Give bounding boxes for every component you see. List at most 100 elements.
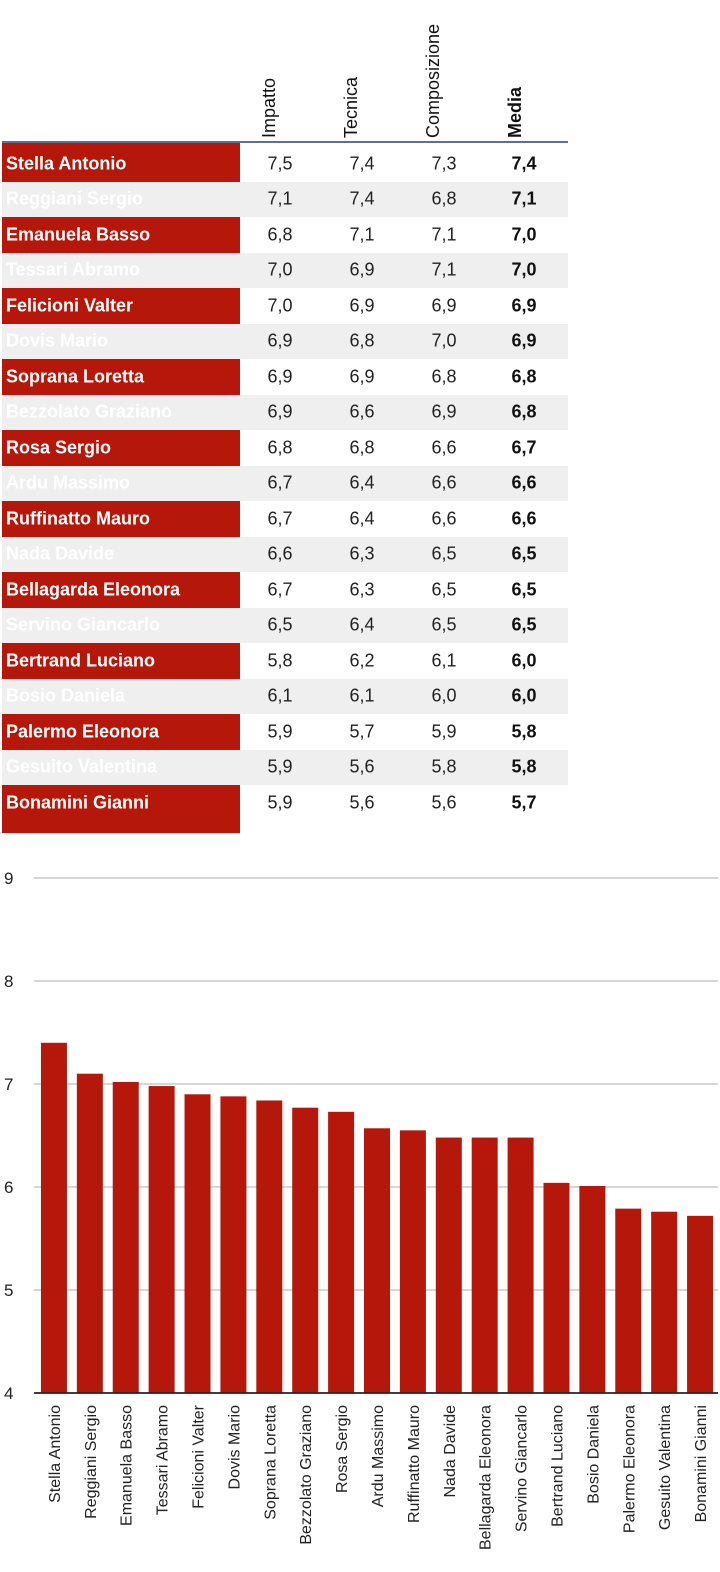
- x-tick-label: Bezzolato Graziano: [298, 1405, 315, 1545]
- row-name: Emanuela Basso: [6, 224, 151, 245]
- cell-media: 6,9: [511, 330, 537, 351]
- bar: [112, 1081, 139, 1393]
- row-name-cell: Palermo Eleonora: [2, 714, 240, 750]
- table-row: Bonamini Gianni 5,9 5,6 5,6 5,7: [2, 785, 568, 821]
- table-row: Reggiani Sergio 7,1 7,4 6,8 7,1: [2, 181, 568, 217]
- cell-impatto: 6,7: [267, 579, 293, 600]
- row-name-cell: Bosio Daniela: [2, 679, 240, 715]
- cell-composizione: 6,5: [431, 579, 457, 600]
- cell-tecnica: 6,1: [349, 685, 375, 706]
- cell-composizione: 5,8: [431, 756, 457, 777]
- row-name: Reggiani Sergio: [6, 188, 144, 209]
- cell-composizione: 5,9: [431, 721, 457, 742]
- cell-impatto: 6,9: [267, 366, 293, 387]
- row-name: Bertrand Luciano: [6, 650, 156, 671]
- cell-composizione: 6,0: [431, 685, 457, 706]
- cell-composizione: 6,6: [431, 472, 457, 493]
- cell-impatto: 6,7: [267, 472, 293, 493]
- bar: [184, 1094, 211, 1393]
- header-divider: [2, 141, 568, 143]
- cell-tecnica: 7,4: [349, 188, 375, 209]
- row-name-cell: Dovis Mario: [2, 324, 240, 360]
- ranking-table: Impatto Tecnica Composizione Media Stell…: [2, 23, 568, 833]
- row-name: Soprana Loretta: [6, 366, 145, 387]
- y-tick-label: 9: [4, 869, 13, 888]
- x-tick-label: Emanuela Basso: [119, 1405, 136, 1526]
- bar: [471, 1137, 498, 1393]
- row-name: Palermo Eleonora: [6, 721, 160, 742]
- x-tick-label: Gesuito Valentina: [657, 1405, 674, 1530]
- table-row: Bellagarda Eleonora 6,7 6,3 6,5 6,5: [2, 572, 568, 608]
- row-name: Bosio Daniela: [6, 685, 126, 706]
- cell-tecnica: 6,3: [349, 579, 375, 600]
- row-name: Ardu Massimo: [6, 472, 131, 493]
- cell-media: 7,0: [511, 259, 537, 280]
- cell-media: 7,4: [511, 153, 537, 174]
- row-name: Dovis Mario: [6, 330, 109, 351]
- bar: [364, 1128, 390, 1393]
- y-tick-label: 7: [4, 1075, 13, 1094]
- row-name: Rosa Sergio: [6, 437, 112, 458]
- row-name: Bellagarda Eleonora: [6, 579, 181, 600]
- x-tick-label: Bosio Daniela: [585, 1405, 602, 1504]
- cell-tecnica: 5,6: [349, 792, 375, 813]
- row-name-cell: Ruffinatto Mauro: [2, 501, 240, 537]
- cell-media: 6,5: [511, 579, 537, 600]
- bar: [328, 1111, 355, 1393]
- cell-media: 6,8: [511, 366, 537, 387]
- table-row: Stella Antonio 7,5 7,4 7,3 7,4: [2, 146, 568, 182]
- cell-impatto: 7,0: [267, 259, 293, 280]
- x-tick-label: Reggiani Sergio: [83, 1405, 100, 1519]
- cell-impatto: 6,7: [267, 508, 293, 529]
- cell-tecnica: 6,8: [349, 330, 375, 351]
- bar: [543, 1182, 570, 1393]
- x-tick-label: Soprana Loretta: [262, 1405, 279, 1520]
- table-row: Palermo Eleonora 5,9 5,7 5,9 5,8: [2, 714, 568, 750]
- row-name-cell: Gesuito Valentina: [2, 750, 240, 786]
- cell-impatto: 6,6: [267, 543, 293, 564]
- cell-composizione: 6,5: [431, 614, 457, 635]
- bar: [507, 1137, 534, 1393]
- cell-impatto: 5,8: [267, 650, 293, 671]
- x-tick-label: Felicioni Valter: [191, 1404, 208, 1508]
- cell-composizione: 6,9: [431, 295, 457, 316]
- cell-tecnica: 6,9: [349, 366, 375, 387]
- x-tick-label: Tessari Abramo: [155, 1405, 172, 1515]
- cell-tecnica: 6,4: [349, 472, 375, 493]
- bar: [399, 1130, 426, 1393]
- cell-tecnica: 6,4: [349, 614, 375, 635]
- bar: [148, 1086, 175, 1393]
- table-row: Ardu Massimo 6,7 6,4 6,6 6,6: [2, 465, 568, 501]
- cell-tecnica: 5,6: [349, 756, 375, 777]
- x-tick-label: Bonamini Gianni: [693, 1405, 710, 1522]
- cell-composizione: 7,1: [431, 259, 457, 280]
- cell-tecnica: 6,8: [349, 437, 375, 458]
- x-tick-label: Bellagarda Eleonora: [478, 1405, 495, 1550]
- header-impatto: Impatto: [259, 77, 279, 138]
- table-row: Dovis Mario 6,9 6,8 7,0 6,9: [2, 323, 568, 360]
- bar: [220, 1096, 247, 1393]
- header-composizione: Composizione: [423, 23, 443, 138]
- table-row: Bertrand Luciano 5,8 6,2 6,1 6,0: [2, 643, 568, 679]
- cell-media: 6,6: [511, 472, 537, 493]
- table-row: Servino Giancarlo 6,5 6,4 6,5 6,5: [2, 607, 568, 643]
- bar: [651, 1211, 678, 1393]
- row-name-cell: Bertrand Luciano: [2, 643, 240, 679]
- cell-tecnica: 6,9: [349, 295, 375, 316]
- row-name-cell: Stella Antonio: [2, 146, 240, 182]
- row-name: Gesuito Valentina: [6, 756, 158, 777]
- table-row: Soprana Loretta 6,9 6,9 6,8 6,8: [2, 359, 568, 395]
- cell-impatto: 7,0: [267, 295, 293, 316]
- cell-composizione: 5,6: [431, 792, 457, 813]
- row-name-cell: Bellagarda Eleonora: [2, 572, 240, 608]
- cell-composizione: 6,5: [431, 543, 457, 564]
- cell-impatto: 5,9: [267, 756, 293, 777]
- cell-tecnica: 7,4: [349, 153, 375, 174]
- cell-impatto: 5,9: [267, 721, 293, 742]
- x-tick-label: Ruffinatto Mauro: [406, 1405, 423, 1523]
- cell-impatto: 6,8: [267, 437, 293, 458]
- cell-composizione: 6,6: [431, 437, 457, 458]
- table-row: Bezzolato Graziano 6,9 6,6 6,9 6,8: [2, 394, 568, 430]
- row-name-cell: Soprana Loretta: [2, 359, 240, 395]
- y-tick-label: 4: [4, 1384, 13, 1403]
